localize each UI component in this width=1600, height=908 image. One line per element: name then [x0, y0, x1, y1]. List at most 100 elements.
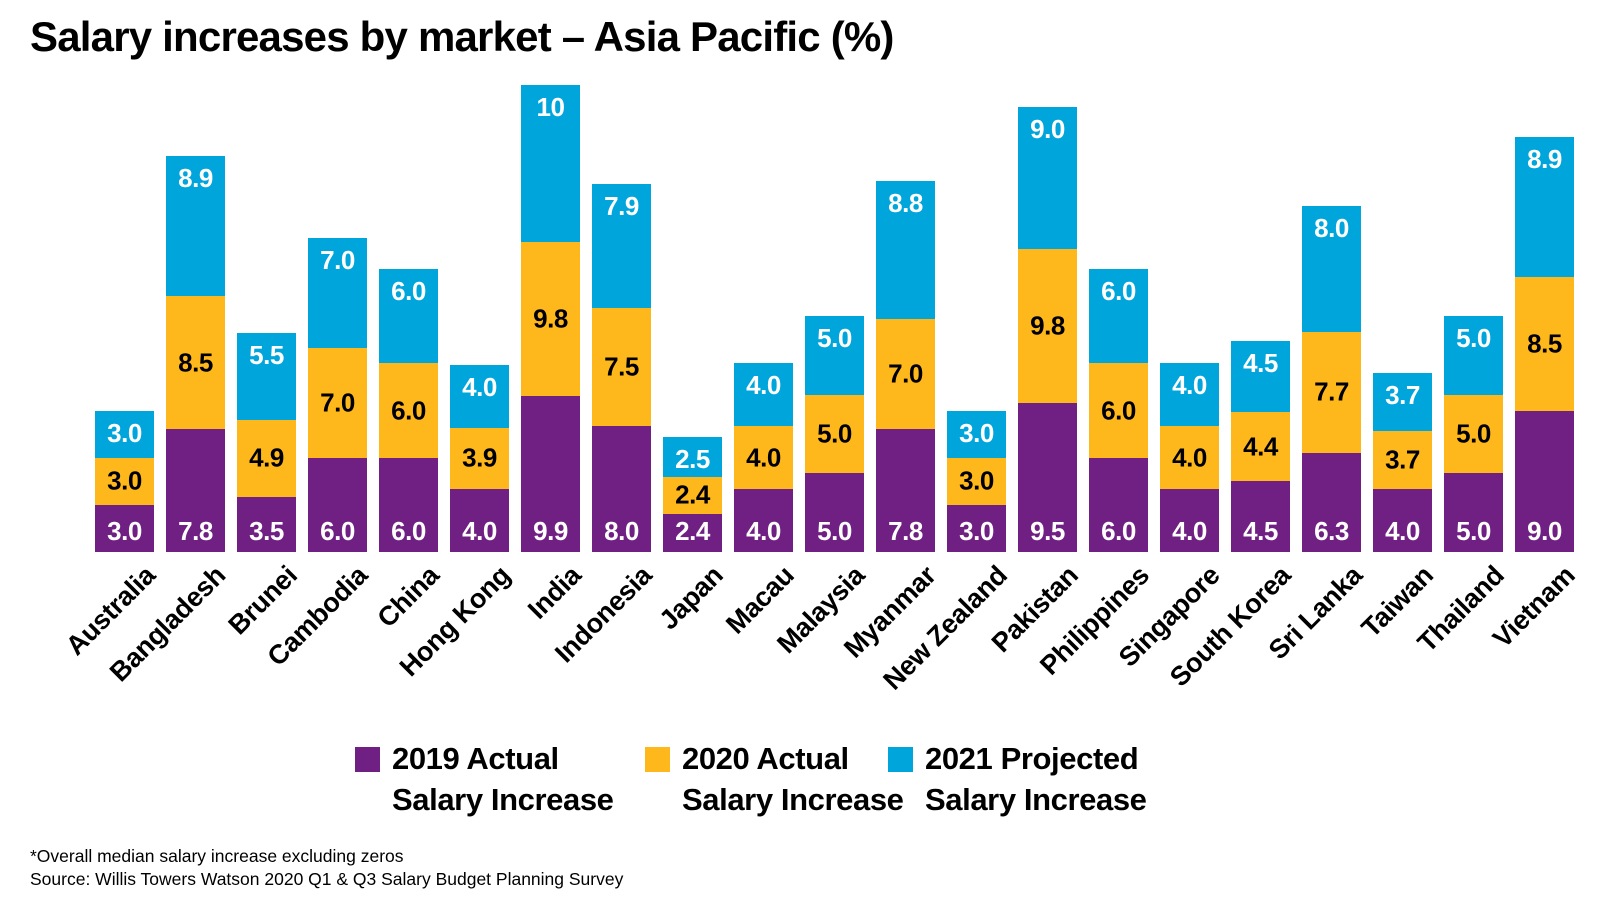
value-label-australia-2021-projected: 3.0 — [107, 417, 142, 448]
value-label-taiwan-2020-actual: 3.7 — [1385, 444, 1420, 475]
bar-segment-japan-2020-actual: 2.4 — [663, 476, 722, 515]
bar-segment-bangladesh-2021-projected: 8.9 — [166, 155, 225, 296]
value-label-indonesia-2019-actual: 8.0 — [604, 515, 639, 546]
value-label-south-korea-2019-actual: 4.5 — [1243, 515, 1278, 546]
bar-segment-bangladesh-2019-actual: 7.8 — [166, 429, 225, 552]
bar-segment-india-2019-actual: 9.9 — [521, 396, 580, 552]
value-label-thailand-2020-actual: 5.0 — [1456, 418, 1491, 449]
bar-segment-hong-kong-2019-actual: 4.0 — [450, 489, 509, 552]
bar-segment-pakistan-2019-actual: 9.5 — [1018, 402, 1077, 552]
bar-segment-china-2021-projected: 6.0 — [379, 269, 438, 364]
legend-swatch-2021-projected — [888, 747, 913, 772]
value-label-sri-lanka-2020-actual: 7.7 — [1314, 376, 1349, 407]
footnote-note: *Overall median salary increase excludin… — [30, 846, 404, 866]
bar-segment-singapore-2020-actual: 4.0 — [1160, 426, 1219, 490]
bar-segment-south-korea-2020-actual: 4.4 — [1231, 412, 1290, 482]
bar-segment-bangladesh-2020-actual: 8.5 — [166, 295, 225, 430]
value-label-philippines-2019-actual: 6.0 — [1101, 515, 1136, 546]
legend-item-2020-actual: 2020 Actual Salary Increase — [645, 738, 904, 820]
value-label-china-2019-actual: 6.0 — [391, 515, 426, 546]
bar-segment-indonesia-2021-projected: 7.9 — [592, 184, 651, 309]
bar-segment-singapore-2021-projected: 4.0 — [1160, 363, 1219, 427]
value-label-south-korea-2021-projected: 4.5 — [1243, 348, 1278, 379]
value-label-myanmar-2021-projected: 8.8 — [888, 188, 923, 218]
value-label-china-2021-projected: 6.0 — [391, 276, 426, 307]
bar-segment-hong-kong-2020-actual: 3.9 — [450, 427, 509, 490]
value-label-japan-2020-actual: 2.4 — [675, 479, 710, 510]
bar-segment-malaysia-2019-actual: 5.0 — [805, 473, 864, 552]
legend-label-line1: 2021 Projected — [925, 741, 1139, 776]
bar-segment-india-2021-projected: 10 — [521, 85, 580, 243]
value-label-philippines-2020-actual: 6.0 — [1101, 395, 1136, 426]
bar-segment-cambodia-2021-projected: 7.0 — [308, 237, 367, 348]
value-label-singapore-2020-actual: 4.0 — [1172, 442, 1207, 473]
value-label-pakistan-2019-actual: 9.5 — [1030, 515, 1065, 546]
legend-item-2021-projected: 2021 Projected Salary Increase — [888, 738, 1147, 820]
bar-segment-brunei-2019-actual: 3.5 — [237, 496, 296, 552]
value-label-bangladesh-2019-actual: 7.8 — [178, 515, 213, 546]
bar-segment-macau-2021-projected: 4.0 — [734, 363, 793, 427]
x-axis-label-japan: Japan — [653, 560, 729, 636]
value-label-malaysia-2020-actual: 5.0 — [817, 418, 852, 449]
bar-segment-japan-2021-projected: 2.5 — [663, 437, 722, 477]
value-label-brunei-2019-actual: 3.5 — [249, 515, 284, 546]
legend-label-line2: Salary Increase — [682, 782, 904, 817]
value-label-singapore-2021-projected: 4.0 — [1172, 370, 1207, 401]
bar-segment-taiwan-2020-actual: 3.7 — [1373, 430, 1432, 490]
bar-segment-philippines-2019-actual: 6.0 — [1089, 457, 1148, 552]
value-label-india-2019-actual: 9.9 — [533, 515, 568, 546]
value-label-pakistan-2020-actual: 9.8 — [1030, 310, 1065, 341]
value-label-thailand-2021-projected: 5.0 — [1456, 323, 1491, 354]
value-label-pakistan-2021-projected: 9.0 — [1030, 114, 1065, 145]
bar-segment-philippines-2020-actual: 6.0 — [1089, 363, 1148, 458]
bar-segment-south-korea-2021-projected: 4.5 — [1231, 341, 1290, 413]
value-label-taiwan-2021-projected: 3.7 — [1385, 379, 1420, 410]
bar-segment-brunei-2021-projected: 5.5 — [237, 333, 296, 420]
legend-label-line2: Salary Increase — [925, 782, 1147, 817]
value-label-malaysia-2021-projected: 5.0 — [817, 323, 852, 354]
value-label-singapore-2019-actual: 4.0 — [1172, 515, 1207, 546]
bar-segment-new-zealand-2019-actual: 3.0 — [947, 504, 1006, 552]
bar-segment-vietnam-2019-actual: 9.0 — [1515, 410, 1574, 552]
value-label-bangladesh-2021-projected: 8.9 — [178, 162, 213, 193]
bar-segment-sri-lanka-2020-actual: 7.7 — [1302, 331, 1361, 453]
bar-segment-brunei-2020-actual: 4.9 — [237, 419, 296, 497]
value-label-japan-2021-projected: 2.5 — [675, 444, 710, 475]
bar-segment-thailand-2019-actual: 5.0 — [1444, 473, 1503, 552]
value-label-macau-2019-actual: 4.0 — [746, 515, 781, 546]
bar-segment-indonesia-2020-actual: 7.5 — [592, 308, 651, 427]
value-label-vietnam-2021-projected: 8.9 — [1527, 143, 1562, 174]
value-label-taiwan-2019-actual: 4.0 — [1385, 515, 1420, 546]
value-label-australia-2019-actual: 3.0 — [107, 515, 142, 546]
bar-segment-australia-2020-actual: 3.0 — [95, 457, 154, 505]
value-label-south-korea-2020-actual: 4.4 — [1243, 431, 1278, 462]
bar-segment-china-2020-actual: 6.0 — [379, 363, 438, 458]
legend-swatch-2020-actual — [645, 747, 670, 772]
legend-label-2019-actual: 2019 Actual Salary Increase — [392, 738, 614, 820]
bar-segment-thailand-2021-projected: 5.0 — [1444, 316, 1503, 395]
value-label-bangladesh-2020-actual: 8.5 — [178, 347, 213, 378]
value-label-indonesia-2020-actual: 7.5 — [604, 351, 639, 382]
bar-segment-new-zealand-2021-projected: 3.0 — [947, 410, 1006, 458]
bar-segment-japan-2019-actual: 2.4 — [663, 514, 722, 552]
value-label-hong-kong-2021-projected: 4.0 — [462, 371, 497, 402]
bar-segment-australia-2019-actual: 3.0 — [95, 504, 154, 552]
bar-segment-new-zealand-2020-actual: 3.0 — [947, 457, 1006, 505]
bar-segment-cambodia-2020-actual: 7.0 — [308, 347, 367, 458]
value-label-china-2020-actual: 6.0 — [391, 395, 426, 426]
value-label-thailand-2019-actual: 5.0 — [1456, 515, 1491, 546]
value-label-brunei-2020-actual: 4.9 — [249, 442, 284, 473]
footnotes: *Overall median salary increase excludin… — [30, 845, 623, 891]
value-label-hong-kong-2020-actual: 3.9 — [462, 442, 497, 473]
value-label-new-zealand-2019-actual: 3.0 — [959, 515, 994, 546]
value-label-vietnam-2019-actual: 9.0 — [1527, 515, 1562, 546]
bar-segment-malaysia-2020-actual: 5.0 — [805, 394, 864, 474]
chart-title: Salary increases by market – Asia Pacifi… — [30, 13, 894, 60]
value-label-new-zealand-2020-actual: 3.0 — [959, 465, 994, 496]
value-label-hong-kong-2019-actual: 4.0 — [462, 515, 497, 546]
value-label-australia-2020-actual: 3.0 — [107, 465, 142, 496]
value-label-india-2021-projected: 10 — [536, 92, 565, 123]
bar-segment-singapore-2019-actual: 4.0 — [1160, 489, 1219, 552]
